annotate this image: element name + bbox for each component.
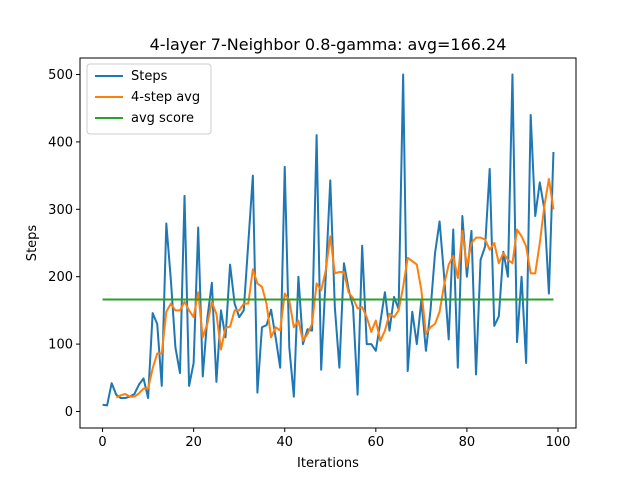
series-line-4-step-avg — [115, 177, 555, 399]
y-axis-label: Steps — [25, 225, 40, 262]
x-tick-label: 80 — [459, 435, 476, 450]
y-tick-label: 500 — [48, 68, 73, 83]
x-tick-label: 100 — [546, 435, 571, 450]
plot-area — [102, 73, 555, 407]
y-axis: 0 100 200 300 400 500 — [48, 68, 80, 420]
x-tick-label: 60 — [368, 435, 385, 450]
legend: Steps 4-step avg avg score — [86, 63, 212, 135]
y-tick-label: 400 — [48, 135, 73, 150]
chart-title: 4-layer 7-Neighbor 0.8-gamma: avg=166.24 — [150, 35, 507, 54]
x-axis: 0 20 40 60 80 100 — [98, 428, 570, 450]
legend-label-avg-score: avg score — [131, 111, 194, 126]
x-tick-label: 20 — [185, 435, 202, 450]
y-tick-label: 200 — [48, 270, 73, 285]
axes-frame — [79, 57, 577, 429]
y-tick-label: 100 — [48, 338, 73, 353]
y-tick-label: 300 — [48, 203, 73, 218]
x-tick-label: 0 — [98, 435, 106, 450]
series-line-steps — [102, 73, 555, 407]
legend-label-4-step-avg: 4-step avg — [131, 90, 200, 105]
x-axis-label: Iterations — [297, 456, 359, 471]
x-tick-label: 40 — [276, 435, 293, 450]
legend-box — [86, 63, 212, 135]
y-tick-label: 0 — [65, 405, 73, 420]
legend-label-steps: Steps — [131, 69, 168, 84]
